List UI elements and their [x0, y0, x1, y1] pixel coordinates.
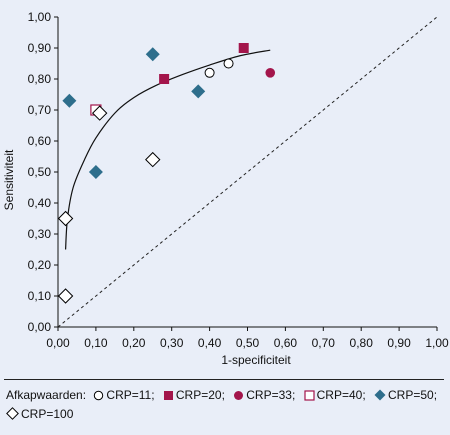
x-tick-label: 0,30 [160, 336, 184, 350]
data-point-crp33 [265, 68, 276, 78]
open-diamond-icon [6, 407, 19, 420]
data-points [57, 43, 276, 304]
y-tick-label: 1,00 [28, 10, 52, 24]
x-tick-label: 1,00 [425, 336, 449, 350]
filled-diamond-icon [374, 389, 386, 401]
x-tick-label: 0,00 [46, 336, 70, 350]
legend-label: CRP=20; [175, 388, 225, 402]
x-tick-label: 0,60 [274, 336, 298, 350]
legend-title: Afkapwaarden: [6, 388, 87, 402]
x-tick-label: 0,90 [387, 336, 411, 350]
data-point-crp11 [223, 58, 234, 69]
x-tick-label: 0,40 [198, 336, 222, 350]
fitted-roc-curve [64, 49, 271, 250]
legend-label: CRP=11; [106, 388, 155, 402]
y-tick-label: 0,80 [28, 72, 52, 86]
open-circle-icon [94, 390, 104, 401]
legend-item-crp50: CRP=50; [374, 386, 437, 405]
y-tick-label: 0,30 [28, 227, 52, 241]
y-tick-label: 0,10 [28, 289, 52, 303]
legend-divider [4, 379, 444, 380]
data-point-crp50 [191, 84, 206, 99]
filled-square-icon [163, 391, 173, 400]
legend-item-crp40: CRP=40; [304, 386, 366, 405]
x-tick-label: 0,70 [312, 336, 336, 350]
y-axis-label: Sensitiviteit [2, 149, 16, 210]
filled-circle-icon [234, 391, 244, 400]
data-point-crp11 [204, 67, 215, 78]
legend-item-crp11: CRP=11; [93, 386, 155, 405]
data-point-crp50 [88, 165, 103, 179]
x-tick-label: 0,50 [236, 336, 260, 350]
y-axis-ticks: 0,00 0,10 0,20 0,30 0,40 0,50 0,60 0,70 0,80 0,90… [28, 10, 58, 334]
legend-row-1: Afkapwaarden: CRP=11; CRP=20; CRP=33; CR… [6, 386, 444, 405]
legend-item-crp100: CRP=100 [6, 405, 73, 424]
x-tick-label: 0,20 [122, 336, 146, 350]
legend-item-crp20: CRP=20; [163, 386, 225, 405]
x-tick-label: 0,10 [84, 336, 108, 350]
y-tick-label: 0,50 [28, 165, 52, 179]
y-tick-label: 0,00 [28, 320, 52, 334]
legend-label: CRP=100 [21, 407, 74, 421]
legend-label: CRP=40; [316, 388, 366, 402]
legend-item-crp33: CRP=33; [233, 386, 295, 405]
legend-label: CRP=50; [388, 388, 438, 402]
data-point-crp100 [91, 105, 108, 121]
x-tick-label: 0,80 [350, 336, 374, 350]
legend-row-2: CRP=100 [6, 405, 444, 424]
open-square-icon [304, 390, 315, 401]
y-tick-label: 0,90 [28, 41, 52, 55]
data-point-crp20 [159, 74, 170, 84]
y-tick-label: 0,40 [28, 196, 52, 210]
y-tick-label: 0,60 [28, 134, 52, 148]
data-point-crp100 [145, 151, 161, 168]
legend: Afkapwaarden: CRP=11; CRP=20; CRP=33; CR… [6, 386, 444, 424]
y-tick-label: 0,20 [28, 258, 52, 272]
legend-label: CRP=33; [246, 388, 296, 402]
x-axis-ticks: 0,00 0,10 0,20 0,30 0,40 0,50 0,60 0,70 0,80 0,90… [46, 327, 449, 350]
reference-diagonal-line [57, 16, 438, 328]
roc-chart: 0,00 0,10 0,20 0,30 0,40 0,50 0,60 0,70 0,80 0,90… [2, 10, 449, 367]
data-point-crp20 [238, 43, 249, 53]
x-axis-label: 1-specificiteit [221, 353, 291, 367]
data-point-crp100 [57, 288, 74, 304]
y-tick-label: 0,70 [28, 103, 52, 117]
data-point-crp100 [57, 210, 74, 227]
data-point-crp50 [62, 93, 77, 108]
data-point-crp50 [145, 47, 160, 62]
